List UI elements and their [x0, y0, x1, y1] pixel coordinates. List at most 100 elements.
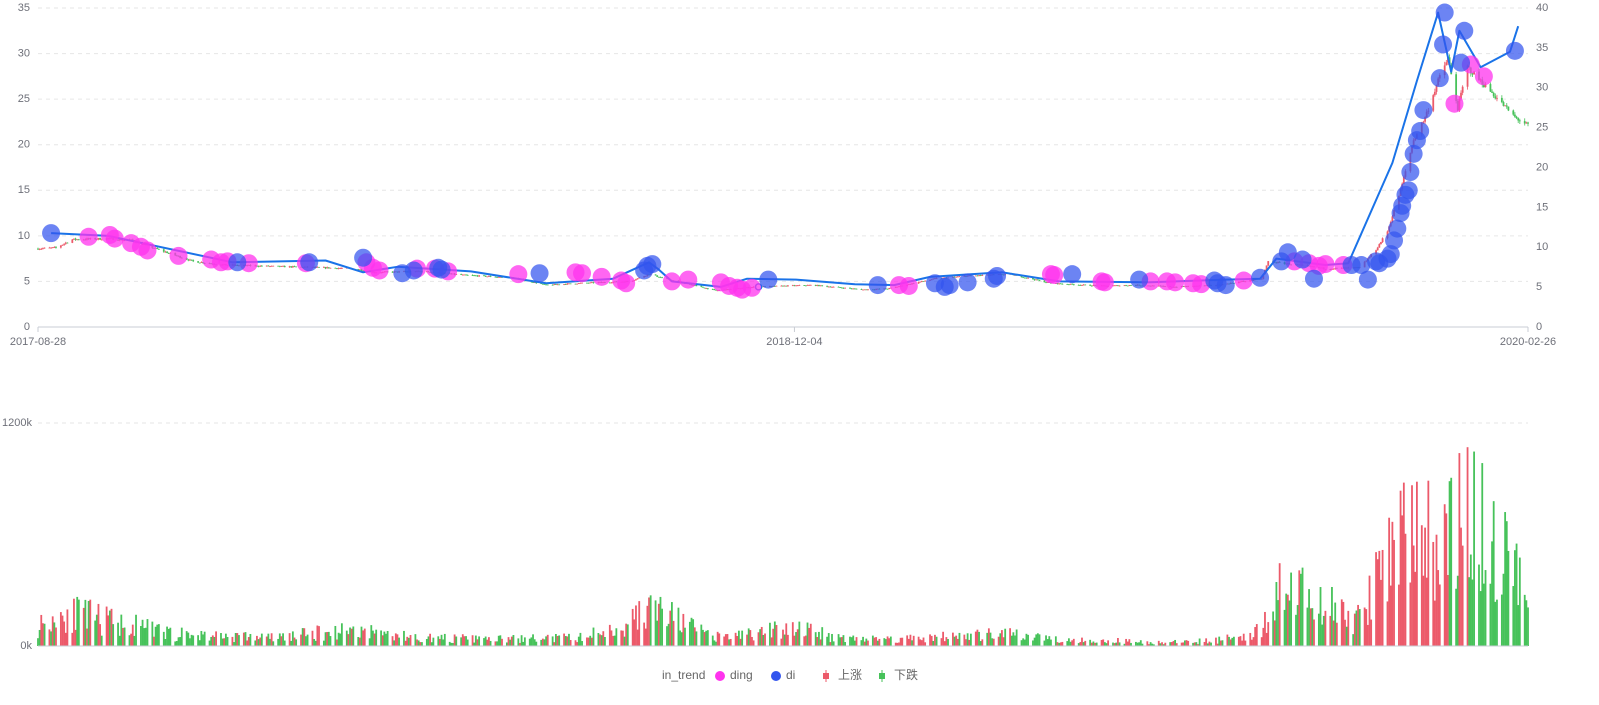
axes: 0 5 10 15 20 25 30 35 0 5 10 15 20 25 30 35 40 2017-08-28…: [2, 2, 1556, 652]
volume-bar-down: [1288, 600, 1291, 646]
volume-bar-up: [633, 619, 636, 646]
volume-bar-up: [439, 638, 441, 646]
volume-bar-down: [528, 638, 531, 646]
volume-bar-down: [852, 635, 855, 646]
volume-bar-up: [1466, 447, 1469, 646]
candle-up: [577, 283, 580, 284]
candle-up: [51, 247, 54, 249]
volume-bar-up: [901, 637, 904, 646]
volume-bar-up: [1164, 642, 1167, 646]
volume-bar-up: [256, 635, 258, 646]
candle-down: [156, 247, 159, 249]
candle-down: [74, 238, 77, 240]
volume-bar-down: [1048, 636, 1051, 646]
right-axis-tick-label: 35: [1536, 42, 1548, 54]
legend-item-上涨[interactable]: 上涨: [823, 667, 862, 682]
candle-down: [829, 286, 832, 288]
legend-item-di[interactable]: di: [771, 668, 795, 682]
volume-bar-up: [1368, 575, 1371, 646]
volume-bar-up: [1250, 639, 1253, 646]
di-point: [1304, 269, 1323, 288]
volume-bar-down: [862, 636, 864, 646]
candle-up: [705, 288, 708, 290]
volume-bar-up: [899, 637, 902, 646]
candle-down: [192, 260, 195, 262]
candle-up: [1115, 285, 1118, 287]
volume-bar-down: [853, 640, 856, 646]
volume-bar-up: [992, 638, 995, 646]
volume-bar-down: [1295, 614, 1297, 646]
volume-bar-down: [185, 631, 188, 646]
candle-down: [1523, 121, 1526, 124]
legend-item-ding[interactable]: ding: [715, 668, 753, 682]
grid-layer: [38, 7, 1528, 424]
legend-item-in_trend[interactable]: in_trend: [662, 668, 705, 682]
legend-label: in_trend: [662, 668, 705, 682]
volume-bar-down: [372, 630, 374, 646]
volume-bar-up: [97, 603, 100, 646]
volume-bar-up: [718, 633, 721, 646]
candle-down: [818, 285, 820, 287]
volume-bar-up: [1241, 640, 1243, 646]
volume-bar-down: [1134, 641, 1137, 646]
volume-bar-up: [863, 641, 866, 646]
volume-bar-down: [1355, 610, 1358, 646]
volume-bar-down: [1092, 641, 1095, 646]
volume-bar-down: [496, 641, 498, 646]
volume-bar-down: [671, 602, 673, 646]
volume-bar-up: [1197, 644, 1199, 646]
candle-down: [494, 276, 497, 278]
candle-down: [885, 288, 887, 290]
volume-bar-down: [329, 636, 332, 646]
volume-bar-down: [414, 634, 417, 646]
candle-up: [64, 242, 67, 244]
volume-bar-down: [1479, 591, 1482, 646]
volume-bar-down: [1502, 573, 1505, 646]
left-axis-tick-label: 35: [18, 2, 30, 14]
candle-down: [1117, 285, 1119, 287]
candle-up: [100, 239, 103, 241]
volume-bar-down: [969, 633, 972, 646]
ding-point: [573, 264, 592, 283]
volume-bar-up: [775, 625, 778, 646]
volume-bar-down: [386, 630, 389, 646]
legend-item-下跌[interactable]: 下跌: [879, 667, 918, 682]
candle-up: [323, 267, 325, 268]
volume-bar-down: [37, 638, 39, 646]
volume-bar-down: [1221, 640, 1224, 646]
volume-bar-up: [61, 615, 64, 646]
ding-point: [592, 267, 611, 286]
volume-bar-up: [1061, 641, 1064, 646]
candle-down: [659, 277, 662, 279]
candle-up: [291, 266, 294, 268]
volume-bar-up: [793, 635, 796, 646]
volume-bar-up: [729, 638, 732, 646]
volume-bar-down: [277, 638, 280, 646]
legend[interactable]: in_trend ding di 上涨 下跌: [662, 667, 918, 682]
candle-up: [579, 282, 582, 284]
volume-bar-down: [1492, 501, 1495, 646]
volume-bar-down: [1184, 640, 1186, 646]
candle-down: [1512, 110, 1515, 115]
candle-up: [43, 247, 46, 249]
volume-bar-up: [757, 632, 760, 646]
volume-bar-down: [291, 631, 294, 646]
candle-up: [1123, 285, 1126, 287]
candle-up: [1081, 285, 1083, 286]
candle-up: [1461, 86, 1464, 93]
volume-bar-down: [589, 635, 592, 646]
candle-down: [1518, 120, 1521, 122]
volume-bar-down: [700, 624, 703, 646]
volume-bar-up: [587, 637, 590, 646]
volume-bar-down: [164, 639, 167, 646]
volume-bar-down: [43, 623, 46, 646]
volume-bar-up: [816, 636, 819, 646]
ding-point: [509, 265, 528, 284]
volume-bar-down: [1036, 633, 1039, 646]
candle-up: [59, 245, 62, 248]
volume-bar-up: [968, 639, 971, 646]
volume-bar-up: [621, 630, 624, 646]
right-axis-tick-label: 30: [1536, 82, 1548, 94]
candle-up: [1380, 242, 1382, 245]
volume-bar-down: [692, 619, 695, 646]
